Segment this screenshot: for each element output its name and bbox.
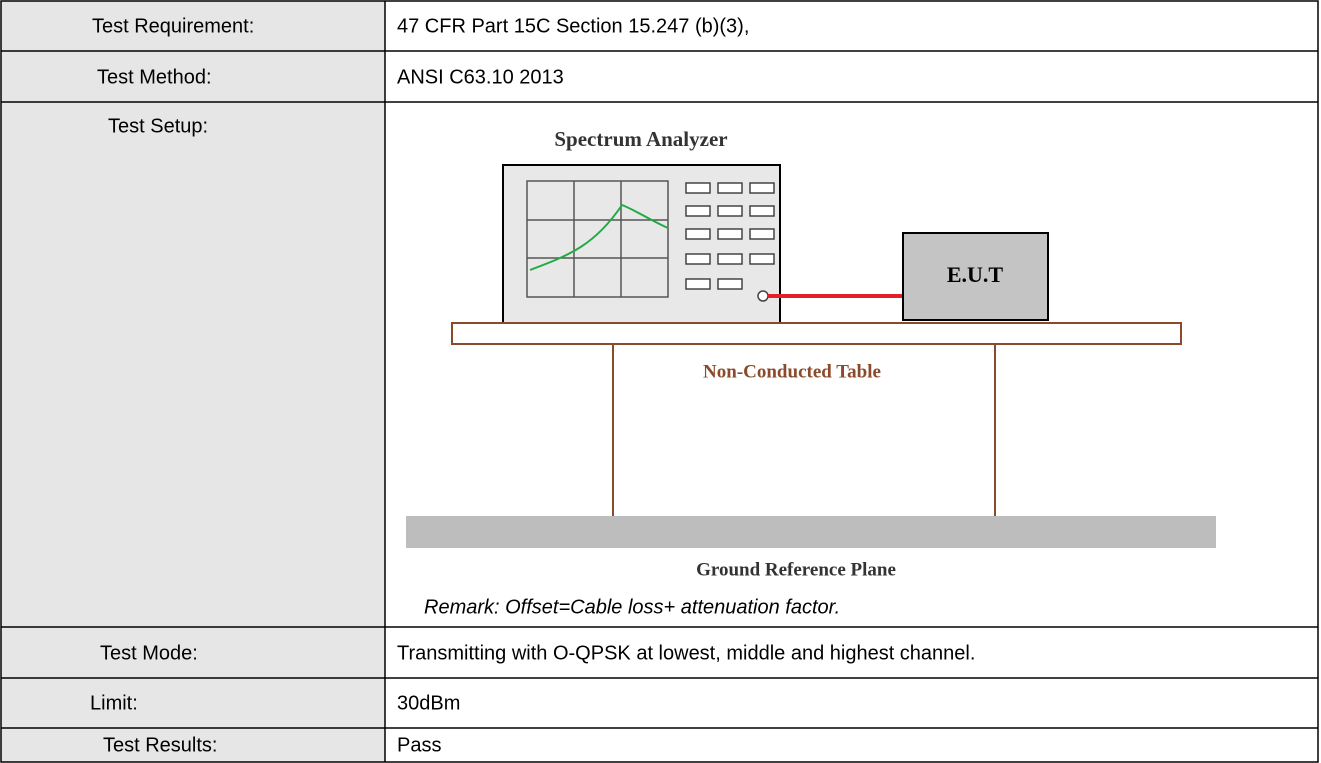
- ground-label: Ground Reference Plane: [696, 559, 896, 580]
- row-label: Test Method:: [97, 66, 212, 88]
- eut-label: E.U.T: [947, 262, 1004, 287]
- label-column: [1, 1, 385, 762]
- row-label: Test Requirement:: [92, 15, 254, 37]
- remark: Remark: Offset=Cable loss+ attenuation f…: [424, 596, 840, 618]
- row-value: Pass: [397, 734, 441, 756]
- ground-plane: [406, 516, 1216, 548]
- label-background: [1, 1, 385, 762]
- eut-box: [902, 232, 1049, 321]
- row-value: 30dBm: [397, 692, 460, 714]
- analyzer-label: Spectrum Analyzer: [554, 127, 727, 151]
- row-label: Test Setup:: [108, 115, 208, 137]
- setup-diagram: Spectrum Analyzer E.U.T Non-Conducted Ta…: [406, 127, 1216, 580]
- table-label: Non-Conducted Table: [703, 361, 881, 382]
- row-label: Limit:: [90, 692, 138, 714]
- table-top: [451, 322, 1182, 345]
- row-value: ANSI C63.10 2013: [397, 66, 564, 88]
- analyzer-trace: [529, 203, 669, 271]
- row-value: Transmitting with O-QPSK at lowest, midd…: [397, 642, 975, 664]
- row-value: 47 CFR Part 15C Section 15.247 (b)(3),: [397, 15, 749, 37]
- row-label: Test Results:: [103, 734, 217, 756]
- analyzer-buttons: [685, 182, 775, 302]
- analyzer-screen: [526, 180, 669, 298]
- row-label: Test Mode:: [100, 642, 198, 664]
